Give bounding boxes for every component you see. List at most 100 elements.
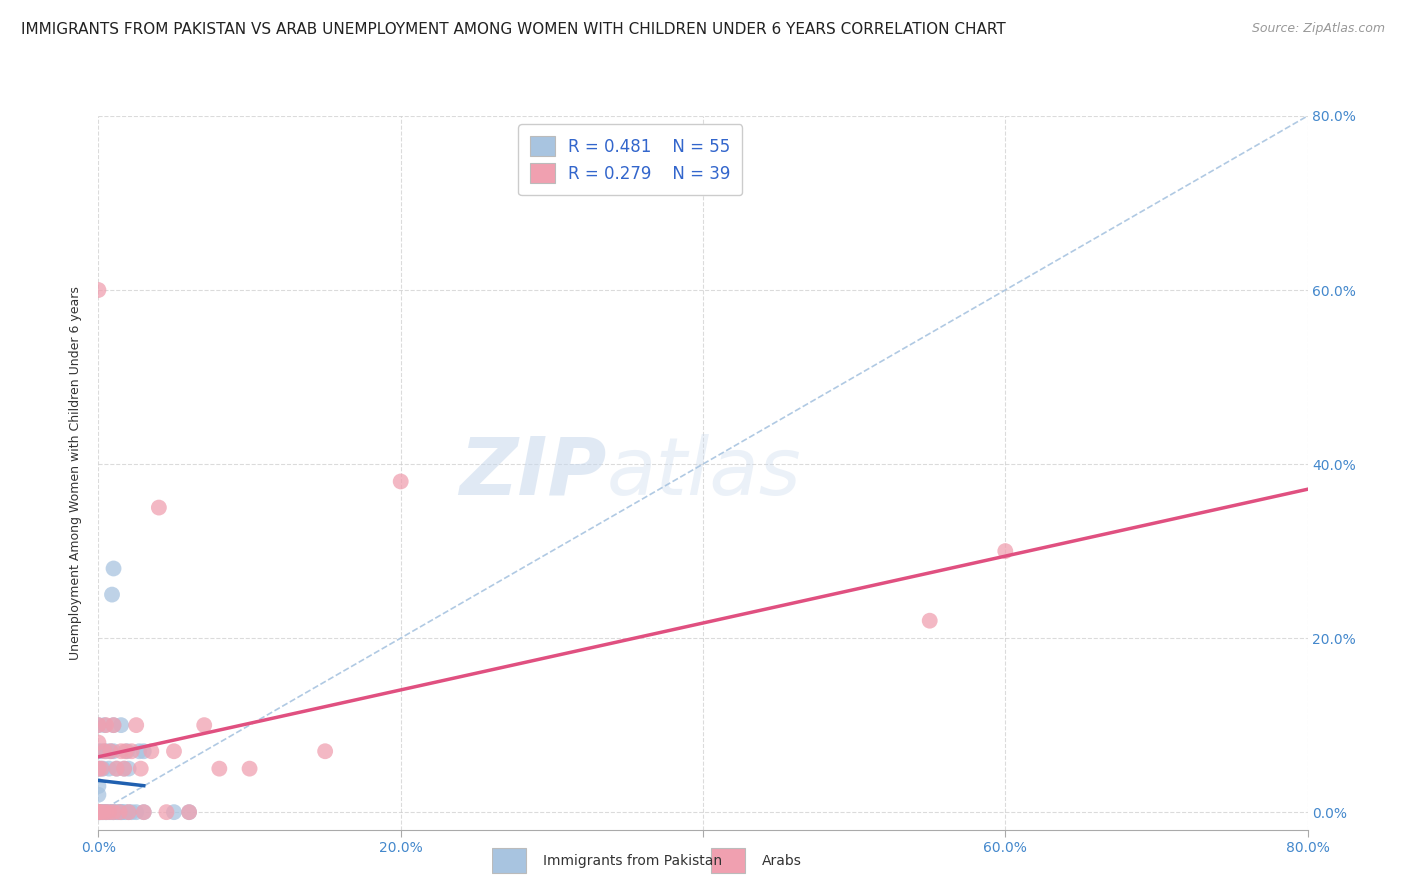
Point	[100, 744, 122, 758]
Text: Immigrants from Pakistan: Immigrants from Pakistan	[543, 854, 721, 868]
Point	[118, 805, 141, 819]
Point	[89, 805, 111, 819]
Point	[108, 805, 131, 819]
Point	[91, 762, 114, 776]
Point	[103, 744, 125, 758]
Point	[93, 744, 115, 758]
Point	[148, 500, 170, 515]
Point	[208, 762, 231, 776]
FancyBboxPatch shape	[492, 848, 526, 872]
Point	[87, 735, 110, 749]
Point	[87, 788, 110, 802]
Point	[132, 805, 155, 819]
Point	[114, 805, 136, 819]
Point	[994, 544, 1017, 558]
Point	[101, 805, 124, 819]
Point	[87, 805, 110, 819]
Point	[314, 744, 336, 758]
Point	[93, 805, 115, 819]
Point	[103, 805, 125, 819]
Point	[94, 805, 117, 819]
Point	[87, 718, 110, 732]
Point	[110, 744, 132, 758]
Point	[103, 561, 125, 575]
Point	[96, 805, 118, 819]
Point	[103, 718, 125, 732]
Point	[111, 805, 134, 819]
Point	[103, 805, 125, 819]
Point	[125, 718, 148, 732]
Point	[87, 805, 110, 819]
Point	[87, 805, 110, 819]
Text: IMMIGRANTS FROM PAKISTAN VS ARAB UNEMPLOYMENT AMONG WOMEN WITH CHILDREN UNDER 6 : IMMIGRANTS FROM PAKISTAN VS ARAB UNEMPLO…	[21, 22, 1005, 37]
Point	[179, 805, 201, 819]
Point	[90, 805, 112, 819]
Point	[115, 744, 138, 758]
Text: ZIP: ZIP	[458, 434, 606, 512]
Point	[94, 805, 117, 819]
Point	[87, 805, 110, 819]
Point	[87, 283, 110, 297]
Point	[89, 805, 111, 819]
Point	[87, 805, 110, 819]
Point	[110, 718, 132, 732]
Point	[87, 805, 110, 819]
Point	[193, 718, 215, 732]
Point	[112, 762, 135, 776]
Point	[141, 744, 163, 758]
Point	[105, 762, 128, 776]
Point	[105, 805, 128, 819]
Point	[87, 779, 110, 793]
Point	[163, 805, 186, 819]
Point	[90, 744, 112, 758]
Point	[94, 718, 117, 732]
FancyBboxPatch shape	[711, 848, 745, 872]
Y-axis label: Unemployment Among Women with Children Under 6 years: Unemployment Among Women with Children U…	[69, 285, 83, 660]
Point	[87, 718, 110, 732]
Point	[94, 744, 117, 758]
Point	[114, 744, 136, 758]
Point	[239, 762, 262, 776]
Point	[118, 762, 141, 776]
Point	[87, 744, 110, 758]
Point	[98, 805, 121, 819]
Point	[87, 805, 110, 819]
Point	[101, 588, 124, 602]
Legend: R = 0.481    N = 55, R = 0.279    N = 39: R = 0.481 N = 55, R = 0.279 N = 39	[519, 124, 742, 195]
Point	[90, 805, 112, 819]
Point	[155, 805, 177, 819]
Point	[91, 805, 114, 819]
Point	[110, 805, 132, 819]
Point	[87, 762, 110, 776]
Point	[107, 805, 129, 819]
Point	[918, 614, 941, 628]
Point	[121, 805, 143, 819]
Point	[112, 762, 135, 776]
Point	[90, 762, 112, 776]
Point	[98, 762, 121, 776]
Point	[132, 744, 155, 758]
Point	[89, 805, 111, 819]
Text: Source: ZipAtlas.com: Source: ZipAtlas.com	[1251, 22, 1385, 36]
Point	[121, 744, 143, 758]
Point	[129, 762, 152, 776]
Point	[89, 762, 111, 776]
Point	[100, 805, 122, 819]
Point	[87, 805, 110, 819]
Point	[125, 805, 148, 819]
Point	[163, 744, 186, 758]
Text: atlas: atlas	[606, 434, 801, 512]
Point	[87, 805, 110, 819]
Point	[87, 805, 110, 819]
Point	[128, 744, 150, 758]
Point	[94, 805, 117, 819]
Point	[389, 475, 412, 489]
Point	[132, 805, 155, 819]
Point	[103, 805, 125, 819]
Point	[93, 718, 115, 732]
Point	[100, 744, 122, 758]
Point	[105, 762, 128, 776]
Point	[87, 762, 110, 776]
Point	[103, 718, 125, 732]
Text: Arabs: Arabs	[762, 854, 801, 868]
